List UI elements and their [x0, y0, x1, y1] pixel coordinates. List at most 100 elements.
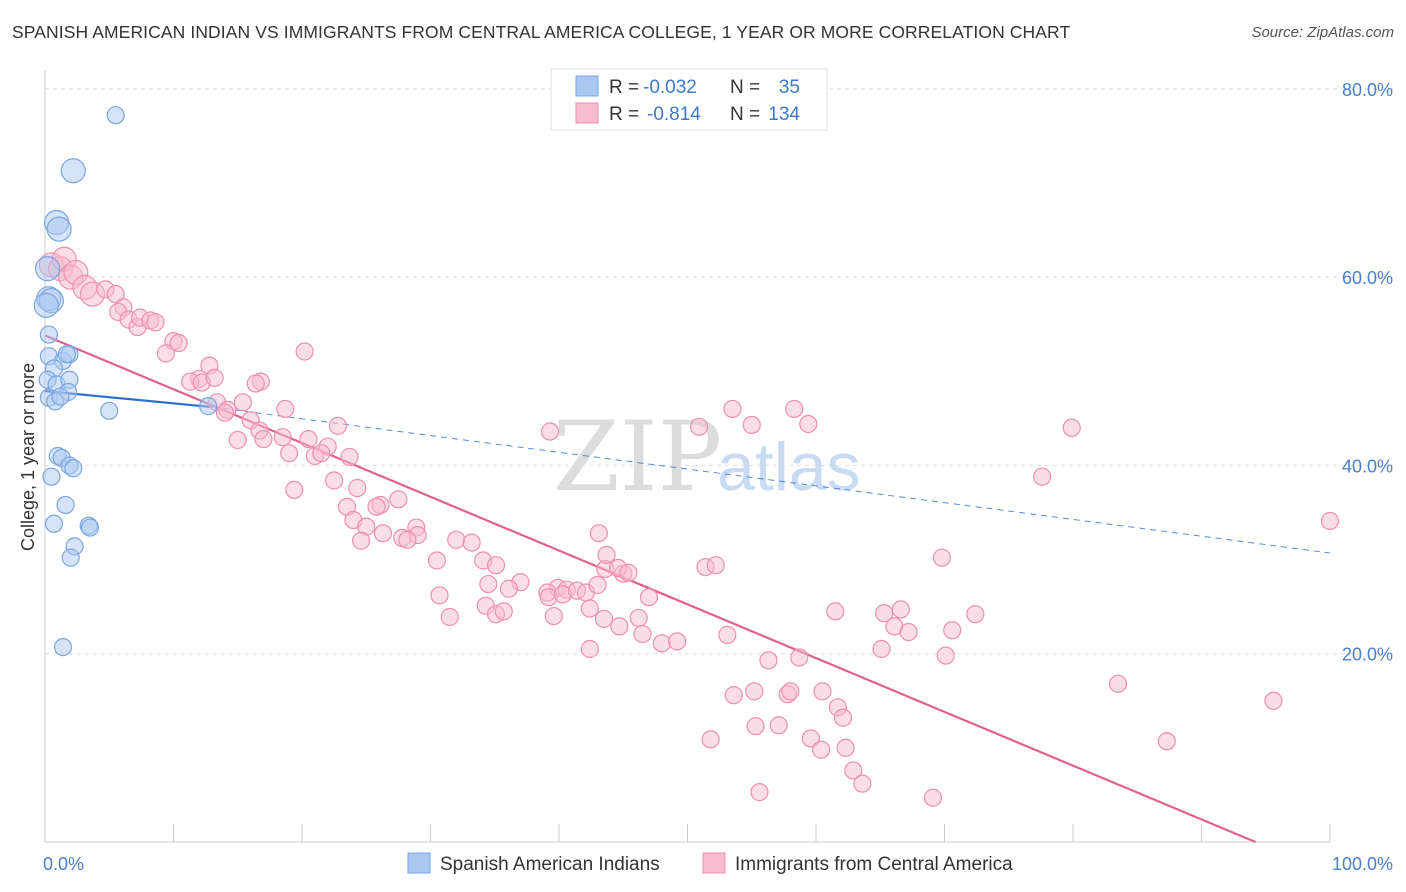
- pink-point-103: [785, 399, 804, 419]
- pink-point-136: [1108, 674, 1128, 693]
- pink-point-112: [781, 682, 800, 701]
- blue-point-33: [61, 548, 80, 567]
- pink-point-28: [233, 393, 252, 412]
- pink-point-137: [1157, 732, 1176, 751]
- pink-point-93: [610, 617, 629, 636]
- pink-point-114: [813, 682, 832, 701]
- pink-point-86: [619, 563, 638, 582]
- pink-point-90: [588, 575, 607, 595]
- pink-point-35: [273, 428, 292, 447]
- pink-point-57: [398, 530, 417, 549]
- pink-point-118: [812, 740, 831, 759]
- blue-point-20: [51, 387, 70, 406]
- y-tick-label-2: 60.0%: [1342, 268, 1393, 288]
- pink-point-133: [966, 605, 985, 624]
- blue-point-0: [106, 106, 125, 125]
- pink-point-99: [718, 625, 737, 644]
- pink-point-101: [723, 399, 742, 419]
- legend-r-value-1: -0.032: [643, 77, 697, 98]
- pink-point-117: [833, 708, 853, 727]
- pink-point-139: [1320, 511, 1340, 531]
- pink-point-126: [891, 600, 910, 619]
- pink-point-44: [325, 471, 344, 490]
- pink-point-128: [872, 639, 891, 659]
- pink-point-98: [706, 556, 725, 575]
- pink-point-88: [597, 545, 616, 564]
- y-tick-labels: 20.0% 40.0% 60.0% 80.0%: [1342, 80, 1393, 665]
- y-axis-label: College, 1 year or more: [18, 363, 38, 551]
- y-tick-label-0: 20.0%: [1342, 645, 1393, 665]
- series-immigrants-central-america: [38, 246, 1340, 807]
- pink-point-129: [923, 788, 943, 807]
- pink-point-79: [544, 606, 563, 626]
- watermark-zip: ZIP: [553, 401, 722, 513]
- pink-point-122: [750, 783, 769, 802]
- pink-point-17: [169, 333, 188, 353]
- legend-n-label-1: N =: [730, 77, 760, 98]
- pink-point-50: [367, 497, 386, 516]
- pink-point-96: [668, 632, 687, 651]
- pink-point-115: [801, 729, 820, 748]
- legend-r-value-2: -0.814: [647, 104, 701, 125]
- blue-point-29: [44, 514, 64, 533]
- blue-point-28: [56, 495, 75, 515]
- pink-point-63: [486, 556, 506, 575]
- pink-point-40: [280, 444, 299, 463]
- legend-n-value-1: 35: [779, 77, 800, 98]
- pink-point-91: [580, 599, 599, 618]
- legend-r-label-1: R =: [609, 77, 639, 98]
- pink-point-37: [299, 429, 318, 449]
- pink-point-81: [440, 607, 459, 627]
- series-legend-swatch-pink: [702, 852, 726, 874]
- pink-point-108: [745, 682, 764, 701]
- pink-point-138: [1264, 691, 1283, 710]
- stats-legend: R = -0.032 N = 35 R = -0.814 N = 134: [550, 68, 828, 131]
- blue-point-3: [46, 216, 72, 242]
- pink-point-131: [936, 646, 955, 665]
- blue-point-22: [199, 397, 218, 416]
- legend-r-label-2: R =: [609, 104, 639, 125]
- pink-point-24: [205, 368, 224, 387]
- pink-point-89: [589, 524, 608, 543]
- pink-point-132: [943, 621, 962, 640]
- y-tick-label-1: 40.0%: [1342, 456, 1393, 476]
- pink-point-105: [724, 686, 743, 705]
- legend-swatch-blue: [575, 75, 599, 97]
- pink-point-130: [932, 548, 952, 567]
- series-spanish-american-indians: [33, 106, 218, 657]
- pink-point-94: [633, 624, 652, 644]
- pink-point-92: [639, 588, 659, 607]
- pink-point-70: [430, 586, 449, 605]
- blue-point-27: [42, 467, 61, 486]
- blue-point-7: [33, 292, 59, 318]
- pink-point-46: [348, 478, 367, 498]
- series-legend-swatch-blue: [407, 852, 431, 874]
- pink-point-43: [312, 444, 331, 463]
- pink-point-100: [689, 417, 709, 436]
- pink-point-26: [246, 374, 265, 393]
- pink-point-61: [427, 551, 447, 570]
- pink-point-120: [844, 761, 863, 780]
- blue-point-8: [39, 325, 58, 344]
- axes: [44, 70, 1331, 843]
- pink-point-42: [340, 447, 359, 467]
- pink-point-80: [494, 602, 513, 621]
- pink-point-60: [352, 531, 371, 550]
- gridlines: [45, 88, 1393, 655]
- pink-point-109: [701, 730, 720, 749]
- legend-swatch-pink: [575, 102, 599, 124]
- pink-point-19: [295, 342, 314, 361]
- blue-point-21: [100, 401, 119, 420]
- pink-point-34: [328, 416, 348, 435]
- trend-line-blue-extension: [211, 406, 1331, 554]
- legend-n-value-2: 134: [768, 104, 800, 125]
- blue-point-26: [64, 459, 83, 478]
- pink-point-54: [373, 524, 393, 543]
- series-legend-label-blue: Spanish American Indians: [440, 854, 660, 875]
- pink-point-111: [769, 716, 788, 735]
- pink-point-18: [156, 344, 175, 363]
- chart-title: SPANISH AMERICAN INDIAN VS IMMIGRANTS FR…: [12, 22, 1071, 42]
- pink-point-45: [285, 480, 304, 499]
- pink-point-59: [462, 533, 481, 552]
